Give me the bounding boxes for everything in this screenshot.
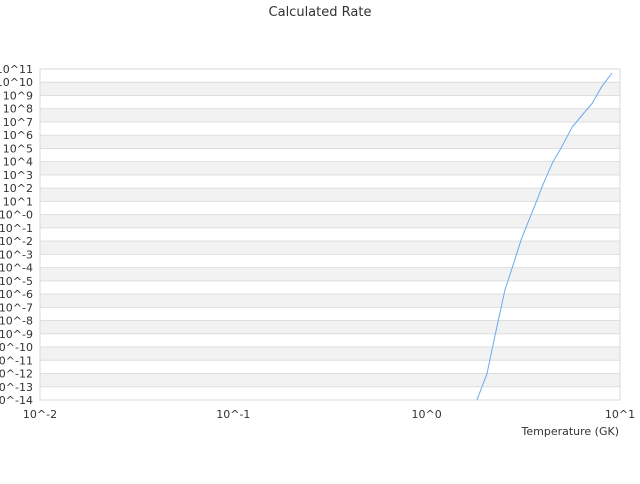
grid-band xyxy=(40,82,620,95)
x-axis: 10^-2 10^-1 10^0 10^1 xyxy=(23,408,635,421)
grid-band xyxy=(40,109,620,122)
grid-band xyxy=(40,347,620,360)
grid-band xyxy=(40,268,620,281)
y-tick-label: 10^10 xyxy=(0,76,33,89)
grid-band xyxy=(40,294,620,307)
y-tick-label: 10^6 xyxy=(3,129,33,142)
y-tick-label: 10^11 xyxy=(0,63,33,76)
grid-band xyxy=(40,188,620,201)
y-tick-label: 10^-6 xyxy=(0,288,33,301)
y-tick-label: 10^-14 xyxy=(0,394,33,407)
y-tick-label: 10^-1 xyxy=(0,222,33,235)
grid-band xyxy=(40,281,620,294)
x-tick-label: 10^-1 xyxy=(216,408,250,421)
y-tick-label: 10^-7 xyxy=(0,301,33,314)
y-tick-label: 10^8 xyxy=(3,103,33,116)
y-tick-label: 10^-9 xyxy=(0,328,33,341)
y-tick-label: 10^-4 xyxy=(0,262,33,275)
grid-band xyxy=(40,135,620,148)
y-tick-label: 10^5 xyxy=(3,142,33,155)
y-tick-label: 10^-2 xyxy=(0,235,33,248)
y-tick-label: 10^-0 xyxy=(0,209,33,222)
x-tick-label: 10^-2 xyxy=(23,408,57,421)
grid-band xyxy=(40,321,620,334)
x-axis-label: Temperature (GK) xyxy=(521,425,620,438)
grid-band xyxy=(40,122,620,135)
grid-band xyxy=(40,228,620,241)
grid-band xyxy=(40,254,620,267)
y-tick-label: 10^4 xyxy=(3,156,33,169)
grid-band xyxy=(40,215,620,228)
grid-band xyxy=(40,201,620,214)
x-tick-label: 10^0 xyxy=(412,408,442,421)
grid-band xyxy=(40,360,620,373)
grid-band xyxy=(40,95,620,108)
grid-band xyxy=(40,334,620,347)
grid-band xyxy=(40,241,620,254)
x-tick-label: 10^1 xyxy=(605,408,635,421)
y-tick-label: 10^-12 xyxy=(0,368,33,381)
grid-band xyxy=(40,175,620,188)
y-tick-label: 10^-3 xyxy=(0,248,33,261)
grid-band xyxy=(40,307,620,320)
y-tick-label: 10^-10 xyxy=(0,341,33,354)
chart-title: Calculated Rate xyxy=(269,5,372,20)
grid-band xyxy=(40,148,620,161)
y-tick-label: 10^-13 xyxy=(0,381,33,394)
grid-bands xyxy=(40,69,620,400)
grid-band xyxy=(40,374,620,387)
y-tick-label: 10^-5 xyxy=(0,275,33,288)
y-tick-label: 10^-8 xyxy=(0,315,33,328)
grid-band xyxy=(40,69,620,82)
y-tick-label: 10^2 xyxy=(3,182,33,195)
y-tick-label: 10^-11 xyxy=(0,354,33,367)
y-tick-label: 10^3 xyxy=(3,169,33,182)
y-tick-label: 10^9 xyxy=(3,89,33,102)
y-tick-label: 10^1 xyxy=(3,195,33,208)
grid-band xyxy=(40,387,620,400)
grid-band xyxy=(40,162,620,175)
y-tick-label: 10^7 xyxy=(3,116,33,129)
y-axis: 10^1110^1010^910^810^710^610^510^410^310… xyxy=(0,63,33,407)
